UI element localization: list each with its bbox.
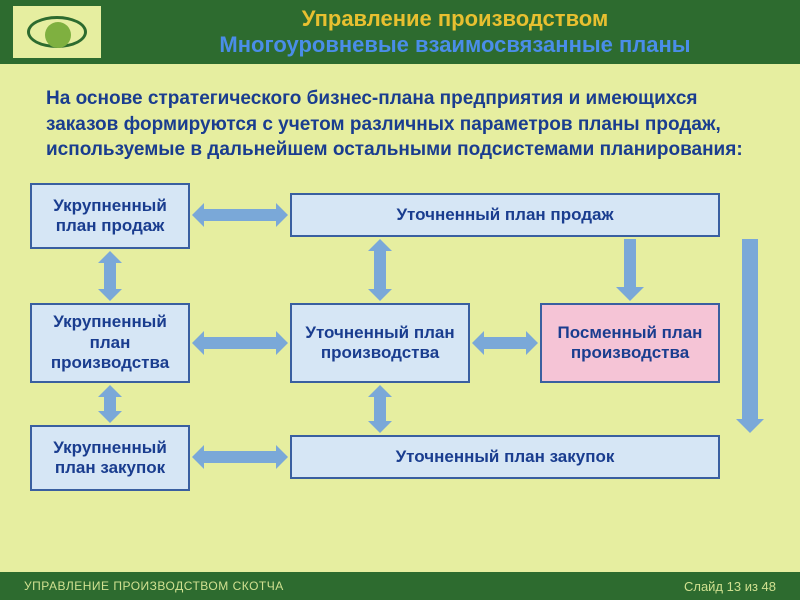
node-n1: Укрупненный план продаж — [30, 183, 190, 249]
node-n5: Посменный план производства — [540, 303, 720, 383]
body-paragraph: На основе стратегического бизнес-плана п… — [0, 64, 800, 173]
footer-left: УПРАВЛЕНИЕ ПРОИЗВОДСТВОМ СКОТЧА — [24, 579, 284, 593]
header: Управление производством Многоуровневые … — [0, 0, 800, 64]
node-n7: Уточненный план закупок — [290, 435, 720, 479]
footer: УПРАВЛЕНИЕ ПРОИЗВОДСТВОМ СКОТЧА Слайд 13… — [0, 566, 800, 600]
title-line2: Многоуровневые взаимосвязанные планы — [122, 32, 788, 58]
logo-eye-icon — [27, 16, 87, 48]
node-n6: Укрупненный план закупок — [30, 425, 190, 491]
node-n2: Уточненный план продаж — [290, 193, 720, 237]
footer-right: Слайд 13 из 48 — [684, 579, 776, 594]
diagram: Укрупненный план продаж Уточненный план п… — [0, 173, 800, 513]
node-n3: Укрупненный план производства — [30, 303, 190, 383]
titles: Управление производством Многоуровневые … — [122, 6, 788, 58]
title-line1: Управление производством — [122, 6, 788, 32]
logo — [12, 5, 102, 59]
node-n4: Уточненный план производства — [290, 303, 470, 383]
